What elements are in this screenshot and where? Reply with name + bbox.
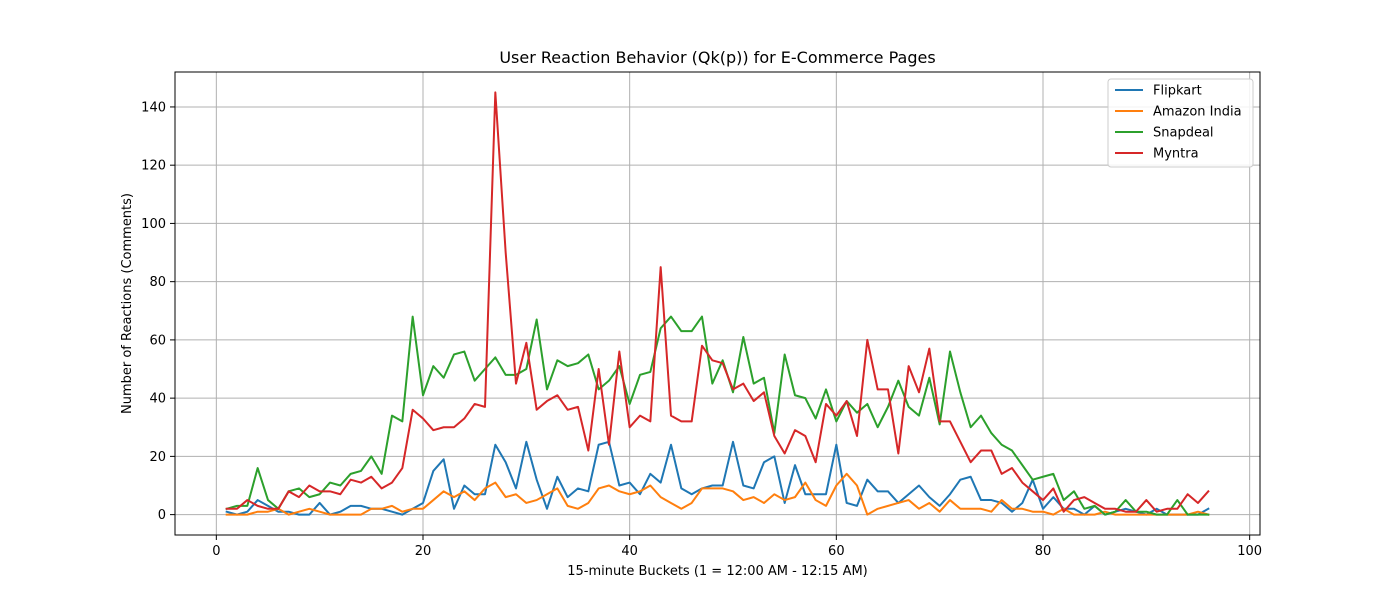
x-tick-label: 60: [828, 544, 845, 559]
legend-label-1: Amazon India: [1153, 105, 1242, 120]
series-line-2: [225, 315, 1210, 516]
legend-label-0: Flipkart: [1153, 84, 1202, 99]
legend-label-3: Myntra: [1153, 147, 1199, 162]
x-tick-label: 100: [1237, 544, 1262, 559]
y-tick-label: 100: [141, 217, 166, 232]
y-tick-label: 60: [149, 333, 166, 348]
grid-lines: [175, 72, 1260, 535]
legend-box: [1107, 78, 1254, 168]
legend: Flipkart Amazon India Snapdeal Myntra: [1107, 78, 1254, 168]
y-tick-label: 140: [141, 100, 166, 115]
y-axis-label: Number of Reactions (Comments): [120, 193, 135, 414]
y-tick-label: 80: [149, 275, 166, 290]
x-axis-label: 15-minute Buckets (1 = 12:00 AM - 12:15 …: [567, 564, 868, 579]
legend-label-2: Snapdeal: [1153, 126, 1214, 141]
plot-frame: [174, 71, 1261, 536]
y-tick-label: 20: [149, 450, 166, 465]
x-tick-label: 0: [212, 544, 220, 559]
y-tick-label: 40: [149, 392, 166, 407]
x-tick-label: 80: [1035, 544, 1052, 559]
series-line-3: [225, 91, 1210, 513]
y-axis-ticks: 0 20 40 60 80 100 120 140: [141, 100, 175, 523]
x-tick-label: 40: [621, 544, 638, 559]
y-tick-label: 120: [141, 159, 166, 174]
y-tick-label: 0: [158, 508, 166, 523]
x-tick-label: 20: [415, 544, 432, 559]
x-axis-ticks: 0 20 40 60 80 100: [212, 535, 1262, 559]
chart-title: User Reaction Behavior (Qk(p)) for E-Com…: [499, 48, 935, 67]
series-layer: [225, 91, 1210, 516]
series-line-1: [225, 472, 1210, 516]
series-line-0: [225, 440, 1210, 516]
